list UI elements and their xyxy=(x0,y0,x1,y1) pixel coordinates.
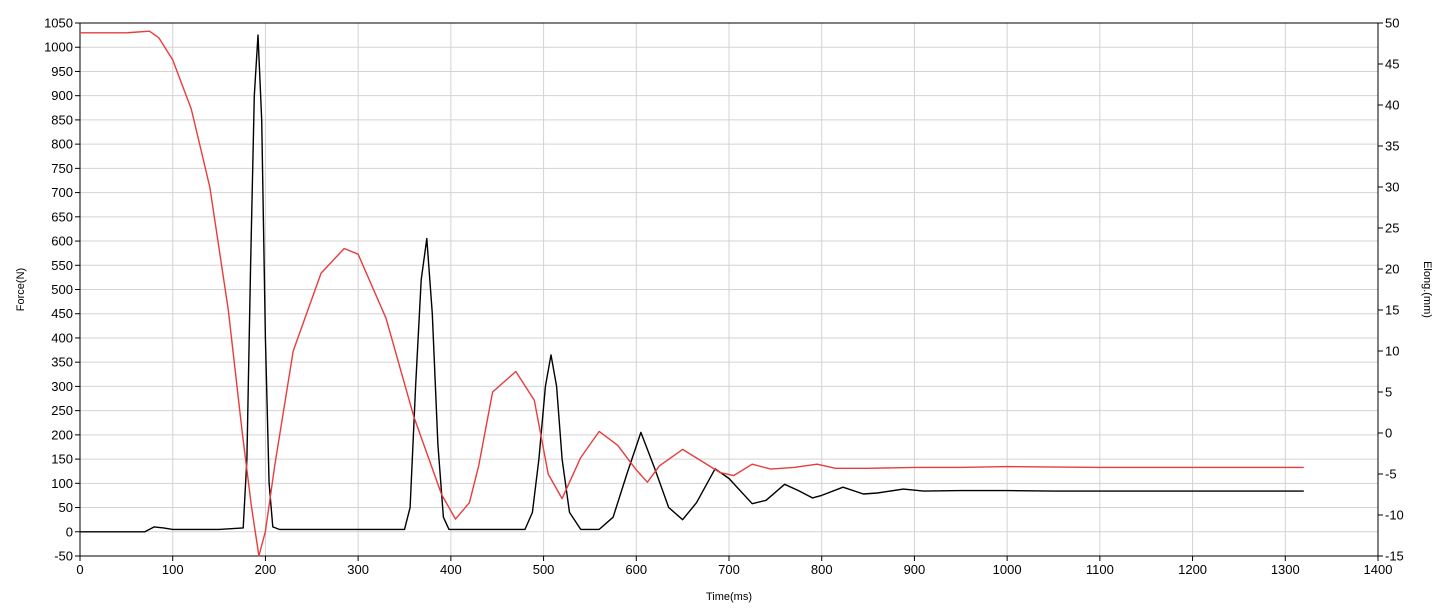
y-tick-label-left: 400 xyxy=(51,330,73,345)
y-tick-label-left: 650 xyxy=(51,209,73,224)
x-tick-label: 1000 xyxy=(993,562,1022,577)
y-tick-label-right: 50 xyxy=(1385,16,1399,31)
x-tick-label: 100 xyxy=(162,562,184,577)
x-tick-label: 400 xyxy=(440,562,462,577)
x-tick-label: 0 xyxy=(76,562,83,577)
y-tick-label-left: 250 xyxy=(51,403,73,418)
y-tick-label-left: 300 xyxy=(51,379,73,394)
y-tick-label-left: 350 xyxy=(51,355,73,370)
axes: 0 100 200 300 400 500 600 700 800 900 1000 1100 1200… xyxy=(44,16,1404,578)
x-tick-label: 700 xyxy=(718,562,740,577)
y-tick-label-left: -50 xyxy=(54,549,73,564)
y-tick-label-right: -10 xyxy=(1385,508,1404,523)
x-tick-label: 500 xyxy=(533,562,555,577)
y-tick-label-left: 850 xyxy=(51,112,73,127)
y-tick-label-right: 35 xyxy=(1385,139,1399,154)
y-tick-label-right: 15 xyxy=(1385,303,1399,318)
x-tick-label: 1400 xyxy=(1364,562,1393,577)
y-axis-label-right: Elong.(mm) xyxy=(1421,261,1433,318)
y-tick-label-left: 100 xyxy=(51,476,73,491)
y-tick-label-right: 10 xyxy=(1385,344,1399,359)
grid xyxy=(79,22,1379,557)
y-tick-label-right: 45 xyxy=(1385,57,1399,72)
y-tick-label-left: 550 xyxy=(51,258,73,273)
y-axis-label-left: Force(N) xyxy=(15,268,27,311)
x-tick-label: 300 xyxy=(347,562,369,577)
y-tick-label-left: 0 xyxy=(66,524,73,539)
y-tick-label-left: 800 xyxy=(51,137,73,152)
y-tick-label-left: 450 xyxy=(51,306,73,321)
y-tick-label-right: 0 xyxy=(1385,426,1392,441)
y-tick-label-right: 5 xyxy=(1385,385,1392,400)
series-line-elongation xyxy=(80,30,1304,557)
y-tick-label-left: 500 xyxy=(51,282,73,297)
y-tick-label-right: 25 xyxy=(1385,221,1399,236)
x-tick-label: 1300 xyxy=(1271,562,1300,577)
y-tick-label-left: 750 xyxy=(51,161,73,176)
x-tick-label: 200 xyxy=(255,562,277,577)
series-line-force xyxy=(80,34,1304,533)
x-tick-label: 800 xyxy=(811,562,833,577)
series-layer xyxy=(80,30,1304,557)
y-tick-label-left: 150 xyxy=(51,452,73,467)
y-tick-label-left: 1000 xyxy=(44,40,73,55)
y-tick-label-right: 30 xyxy=(1385,180,1399,195)
y-tick-label-left: 600 xyxy=(51,234,73,249)
y-tick-label-right: 20 xyxy=(1385,262,1399,277)
y-tick-label-left: 900 xyxy=(51,88,73,103)
y-tick-label-left: 950 xyxy=(51,64,73,79)
y-tick-label-left: 200 xyxy=(51,427,73,442)
y-tick-label-right: -5 xyxy=(1385,467,1397,482)
y-tick-label-left: 50 xyxy=(59,500,73,515)
y-tick-label-right: 40 xyxy=(1385,98,1399,113)
x-tick-label: 600 xyxy=(625,562,647,577)
x-tick-label: 900 xyxy=(904,562,926,577)
x-tick-label: 1200 xyxy=(1178,562,1207,577)
y-tick-label-right: -15 xyxy=(1385,549,1404,564)
x-axis-label: Time(ms) xyxy=(706,591,752,603)
y-tick-label-left: 1050 xyxy=(44,16,73,31)
x-tick-label: 1100 xyxy=(1086,562,1114,577)
y-tick-label-left: 700 xyxy=(51,185,73,200)
